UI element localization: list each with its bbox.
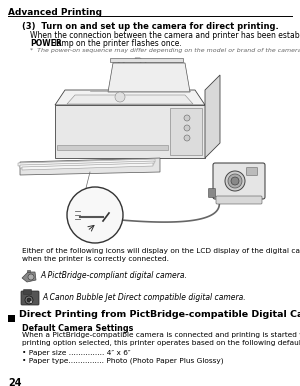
Circle shape bbox=[231, 177, 239, 185]
Polygon shape bbox=[27, 270, 30, 272]
Polygon shape bbox=[20, 161, 154, 168]
Text: When the connection between the camera and printer has been established, the: When the connection between the camera a… bbox=[30, 31, 300, 40]
Polygon shape bbox=[55, 105, 205, 158]
Text: lamp on the printer flashes once.: lamp on the printer flashes once. bbox=[52, 39, 182, 48]
Circle shape bbox=[184, 135, 190, 141]
FancyBboxPatch shape bbox=[213, 163, 265, 199]
FancyBboxPatch shape bbox=[208, 188, 215, 198]
Text: Either of the following icons will display on the LCD display of the digital cam: Either of the following icons will displ… bbox=[22, 248, 300, 254]
FancyBboxPatch shape bbox=[247, 168, 257, 176]
Text: Direct Printing from PictBridge-compatible Digital Cameras: Direct Printing from PictBridge-compatib… bbox=[19, 310, 300, 319]
Polygon shape bbox=[55, 90, 205, 105]
Circle shape bbox=[67, 187, 123, 243]
Polygon shape bbox=[115, 60, 165, 90]
Text: when the printer is correctly connected.: when the printer is correctly connected. bbox=[22, 256, 169, 262]
Circle shape bbox=[115, 92, 125, 102]
Text: Default Camera Settings: Default Camera Settings bbox=[22, 324, 134, 333]
Polygon shape bbox=[67, 95, 193, 104]
Text: A PictBridge-compliant digital camera.: A PictBridge-compliant digital camera. bbox=[40, 271, 187, 280]
Text: • Paper size ............... 4″ x 6″: • Paper size ............... 4″ x 6″ bbox=[22, 350, 130, 356]
Text: A Canon Bubble Jet Direct compatible digital camera.: A Canon Bubble Jet Direct compatible dig… bbox=[42, 293, 246, 302]
Circle shape bbox=[27, 298, 31, 302]
Text: • Paper type............... Photo (Photo Paper Plus Glossy): • Paper type............... Photo (Photo… bbox=[22, 358, 224, 364]
FancyBboxPatch shape bbox=[21, 291, 39, 305]
Text: printing option selected, this printer operates based on the following default s: printing option selected, this printer o… bbox=[22, 340, 300, 346]
Circle shape bbox=[228, 174, 242, 188]
Text: POWER: POWER bbox=[30, 39, 62, 48]
Polygon shape bbox=[22, 163, 153, 170]
Polygon shape bbox=[205, 75, 220, 158]
Polygon shape bbox=[22, 272, 36, 282]
Circle shape bbox=[184, 125, 190, 131]
Text: When a PictBridge-compatible camera is connected and printing is started with no: When a PictBridge-compatible camera is c… bbox=[22, 332, 300, 338]
Polygon shape bbox=[108, 63, 190, 92]
Polygon shape bbox=[57, 145, 168, 150]
Circle shape bbox=[28, 274, 34, 280]
Circle shape bbox=[184, 115, 190, 121]
FancyBboxPatch shape bbox=[216, 196, 262, 204]
Text: 24: 24 bbox=[8, 378, 22, 386]
Text: Advanced Printing: Advanced Printing bbox=[8, 8, 102, 17]
Polygon shape bbox=[18, 159, 155, 166]
Text: *  The power-on sequence may differ depending on the model or brand of the camer: * The power-on sequence may differ depen… bbox=[30, 48, 300, 53]
Polygon shape bbox=[20, 158, 160, 175]
Circle shape bbox=[30, 301, 32, 303]
Polygon shape bbox=[170, 108, 202, 155]
Circle shape bbox=[25, 296, 33, 304]
Polygon shape bbox=[110, 58, 183, 62]
Text: (3)  Turn on and set up the camera for direct printing.: (3) Turn on and set up the camera for di… bbox=[22, 22, 279, 31]
Circle shape bbox=[225, 171, 245, 191]
Polygon shape bbox=[135, 58, 180, 90]
Bar bbox=[8, 315, 15, 322]
FancyBboxPatch shape bbox=[23, 290, 32, 295]
